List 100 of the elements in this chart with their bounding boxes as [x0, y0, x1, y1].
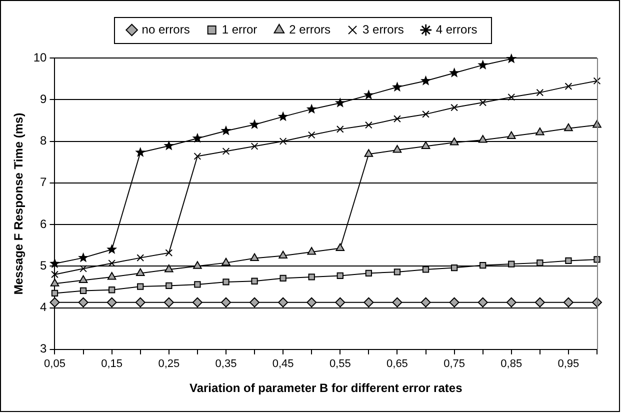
- point: [78, 275, 88, 284]
- point: [308, 274, 315, 280]
- point: [478, 60, 488, 70]
- point: [278, 250, 288, 258]
- point: [51, 270, 58, 278]
- point: [136, 254, 144, 262]
- point: [222, 258, 230, 266]
- point: [50, 278, 60, 286]
- point: [194, 152, 202, 160]
- y-tick-label: 10: [33, 50, 48, 64]
- point: [278, 111, 288, 122]
- legend-label: no errors: [142, 22, 190, 36]
- legend-label: 2 errors: [289, 22, 331, 36]
- point: [450, 264, 458, 272]
- point: [107, 272, 116, 280]
- point: [421, 141, 430, 150]
- point: [249, 119, 260, 130]
- point: [506, 131, 516, 140]
- point: [593, 77, 601, 85]
- point: [194, 281, 201, 288]
- x-tick-label: 0,15: [101, 358, 123, 370]
- point: [449, 67, 460, 78]
- point: [564, 123, 573, 132]
- point: [106, 244, 118, 254]
- point: [108, 260, 116, 267]
- x-tick-label: 0,55: [329, 358, 351, 370]
- point: [394, 268, 401, 276]
- point: [450, 104, 458, 112]
- point: [365, 270, 372, 277]
- y-tick-label: 5: [40, 258, 48, 272]
- x-tick-label: 0,65: [386, 358, 408, 370]
- point: [51, 290, 58, 297]
- point: [508, 260, 515, 268]
- point: [306, 297, 317, 308]
- point: [478, 135, 488, 143]
- point: [450, 138, 459, 146]
- point: [164, 297, 174, 308]
- point: [280, 274, 286, 282]
- point: [536, 128, 544, 136]
- point: [394, 115, 401, 122]
- point: [536, 88, 544, 96]
- point: [536, 259, 544, 266]
- point: [420, 297, 431, 308]
- x-tick-label: 0,35: [215, 358, 237, 370]
- y-tick-label: 4: [40, 300, 48, 314]
- point: [250, 253, 259, 261]
- point: [192, 132, 203, 143]
- y-tick-label: 8: [40, 134, 48, 148]
- point: [392, 297, 402, 308]
- point: [279, 138, 287, 145]
- point: [137, 283, 144, 290]
- point: [336, 243, 345, 251]
- x-tick-label: 0,45: [272, 358, 294, 370]
- point: [164, 140, 174, 150]
- y-tick-label: 9: [40, 92, 48, 106]
- y-tick-label: 3: [40, 342, 48, 356]
- legend-label: 1 error: [222, 22, 258, 36]
- point: [222, 148, 230, 155]
- x-tick-label: 0,85: [500, 358, 522, 370]
- point: [306, 104, 317, 114]
- legend-label: 3 errors: [362, 22, 404, 36]
- point: [135, 297, 146, 308]
- point: [364, 297, 374, 308]
- point: [165, 249, 173, 257]
- point: [108, 286, 116, 294]
- point: [335, 297, 346, 308]
- y-axis-title: Message F Response Time (ms): [12, 112, 26, 295]
- x-axis-title: Variation of parameter B for different error rates: [190, 381, 463, 396]
- point: [308, 131, 316, 139]
- x-tick-label: 0,75: [444, 358, 466, 370]
- point: [50, 258, 60, 268]
- y-tick-label: 6: [40, 216, 48, 231]
- point: [193, 261, 202, 269]
- point: [307, 246, 316, 255]
- point: [192, 297, 202, 308]
- point: [78, 252, 89, 262]
- point: [565, 257, 572, 264]
- point: [422, 110, 430, 118]
- x-tick-label: 0,25: [158, 358, 180, 370]
- point: [336, 126, 344, 133]
- point: [220, 297, 231, 308]
- point: [449, 297, 460, 308]
- point: [506, 297, 516, 308]
- point: [135, 146, 146, 157]
- point: [220, 125, 232, 136]
- point: [164, 264, 174, 272]
- point: [563, 297, 574, 308]
- point: [251, 278, 258, 284]
- point: [508, 93, 516, 101]
- point: [364, 149, 374, 157]
- point: [334, 97, 346, 108]
- point: [365, 121, 372, 129]
- x-tick-label: 0,95: [558, 358, 580, 370]
- point: [80, 264, 87, 272]
- point: [392, 82, 402, 92]
- point: [166, 282, 172, 290]
- point: [278, 297, 288, 308]
- point: [478, 297, 488, 308]
- point: [80, 287, 87, 294]
- y-tick-label: 7: [40, 175, 48, 190]
